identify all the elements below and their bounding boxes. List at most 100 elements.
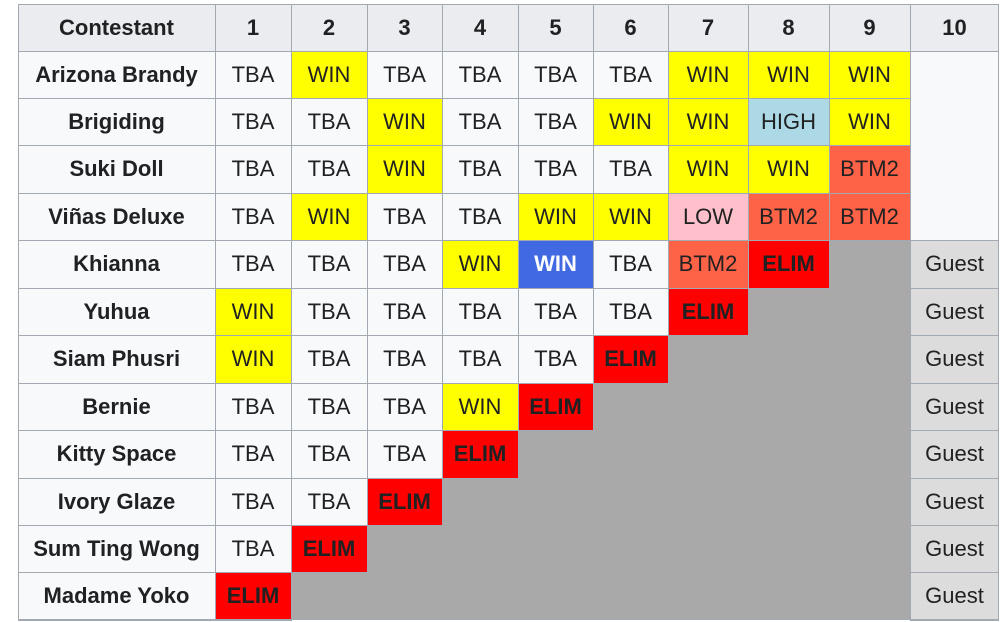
result-cell: TBA — [518, 98, 593, 145]
grid-line — [910, 145, 911, 194]
grid-line — [215, 478, 216, 526]
grid-line — [910, 572, 999, 573]
header-episode: 5 — [518, 4, 593, 51]
result-cell: TBA — [291, 98, 367, 145]
result-cell: WIN — [291, 51, 367, 98]
grid-line — [291, 383, 292, 431]
grid-line — [748, 145, 749, 194]
contestant-name: Sum Ting Wong — [18, 525, 215, 572]
eliminated-region — [367, 525, 910, 572]
guest-cell: Guest — [910, 288, 999, 335]
result-cell: LOW — [668, 193, 748, 240]
grid-line — [910, 478, 911, 526]
grid-line — [215, 145, 216, 194]
grid-line — [442, 430, 443, 479]
grid-line — [518, 335, 519, 384]
grid-line — [18, 430, 594, 431]
grid-line — [291, 572, 292, 621]
grid-line — [518, 51, 519, 99]
grid-line — [291, 525, 292, 573]
grid-line — [910, 478, 999, 479]
result-cell: TBA — [518, 145, 593, 193]
grid-line — [748, 4, 749, 52]
result-cell: TBA — [367, 288, 442, 335]
result-cell: TBA — [215, 383, 291, 430]
grid-line — [829, 51, 830, 99]
contestant-name: Bernie — [18, 383, 215, 430]
grid-line — [910, 51, 911, 99]
result-cell: TBA — [291, 478, 367, 525]
result-cell: TBA — [367, 51, 442, 98]
result-cell: TBA — [593, 288, 668, 335]
contestant-name: Khianna — [18, 240, 215, 288]
grid-line — [442, 240, 443, 289]
result-cell: WIN — [668, 98, 748, 145]
grid-line — [215, 525, 216, 573]
grid-line — [442, 145, 443, 194]
grid-line — [367, 430, 368, 479]
grid-line — [668, 335, 669, 384]
grid-line — [910, 383, 911, 431]
grid-line — [291, 98, 292, 146]
grid-line — [367, 335, 368, 384]
eliminated-region — [291, 572, 910, 620]
contestant-name: Suki Doll — [18, 145, 215, 193]
result-cell: ELIM — [442, 430, 518, 478]
grid-line — [518, 240, 519, 289]
result-cell: TBA — [215, 525, 291, 572]
contestant-name: Siam Phusri — [18, 335, 215, 383]
grid-line — [829, 145, 830, 194]
grid-line — [215, 335, 216, 384]
result-cell: WIN — [518, 240, 593, 288]
grid-line — [367, 525, 368, 573]
grid-line — [910, 620, 999, 621]
grid-line — [910, 240, 999, 241]
grid-line — [18, 572, 368, 573]
eliminated-region — [518, 430, 910, 478]
grid-line — [910, 430, 911, 479]
guest-cell: Guest — [910, 478, 999, 525]
grid-line — [910, 98, 911, 146]
grid-line — [442, 383, 443, 431]
result-cell: WIN — [291, 193, 367, 240]
grid-line — [291, 145, 292, 194]
grid-line — [442, 288, 443, 336]
result-cell: ELIM — [748, 240, 829, 288]
header-episode: 1 — [215, 4, 291, 51]
guest-cell: Guest — [910, 572, 999, 620]
result-cell: TBA — [215, 193, 291, 240]
header-episode: 4 — [442, 4, 518, 51]
result-cell: TBA — [593, 51, 668, 98]
grid-line — [829, 98, 830, 146]
grid-line — [593, 383, 594, 431]
result-cell: TBA — [215, 478, 291, 525]
grid-line — [668, 288, 669, 336]
result-cell: WIN — [215, 335, 291, 383]
result-cell: WIN — [215, 288, 291, 335]
grid-line — [593, 4, 594, 52]
grid-line — [291, 51, 292, 99]
contestant-name: Arizona Brandy — [18, 51, 215, 98]
result-cell: WIN — [593, 98, 668, 145]
grid-line — [748, 51, 749, 99]
result-cell: TBA — [442, 51, 518, 98]
grid-line — [215, 288, 216, 336]
grid-line — [518, 430, 519, 479]
result-cell: TBA — [215, 240, 291, 288]
result-cell: BTM2 — [829, 145, 910, 193]
grid-line — [367, 4, 368, 52]
result-cell: WIN — [367, 145, 442, 193]
result-cell: TBA — [442, 335, 518, 383]
grid-line — [518, 98, 519, 146]
result-cell: ELIM — [367, 478, 442, 525]
grid-line — [518, 145, 519, 194]
result-cell: TBA — [367, 430, 442, 478]
grid-line — [18, 51, 999, 52]
grid-line — [18, 335, 749, 336]
grid-line — [18, 620, 292, 621]
result-cell: TBA — [215, 51, 291, 98]
grid-line — [291, 4, 292, 52]
grid-line — [18, 193, 911, 194]
result-cell: WIN — [829, 51, 910, 98]
grid-line — [518, 383, 519, 431]
